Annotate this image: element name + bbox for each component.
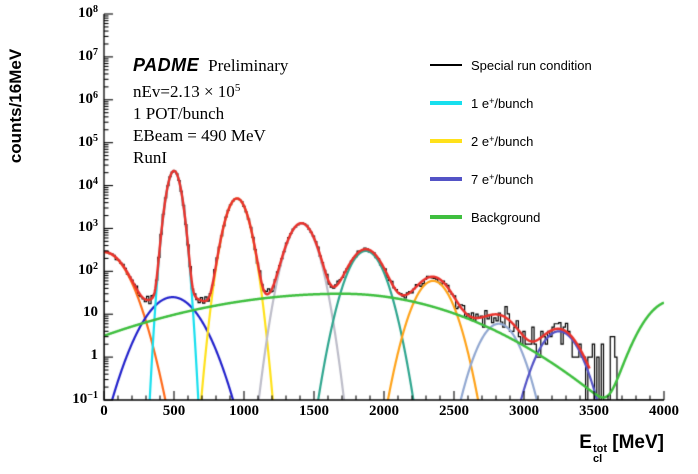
x-tick-label: 2000 (369, 403, 399, 419)
pot-label: 1 POT/bunch (133, 104, 225, 123)
legend-item-2e-bunch: 2 e+/bunch (430, 122, 592, 160)
y-tick-label: 108 (78, 4, 98, 21)
legend-line-yellow (430, 139, 462, 143)
legend-line-violet (430, 177, 462, 181)
x-tick-label: 1000 (229, 403, 259, 419)
nev-label: nEv=2.13 × 105 (133, 82, 241, 101)
legend-item-special-run: Special run condition (430, 46, 592, 84)
y-tick-label: 103 (78, 218, 98, 236)
legend-line-black (430, 64, 462, 66)
experiment-label: PADME Preliminary (133, 54, 288, 77)
legend-line-cyan (430, 101, 462, 105)
y-tick-label: 107 (78, 46, 98, 64)
x-tick-label: 3500 (579, 403, 609, 419)
padme-logo-text: PADME (133, 55, 200, 75)
y-axis-title: counts/16MeV (6, 48, 25, 164)
legend-line-green (430, 215, 462, 219)
x-tick-label: 500 (162, 403, 186, 419)
x-axis-unit: [MeV] (607, 432, 664, 453)
x-tick-label: 2500 (439, 403, 469, 419)
y-tick-label: 106 (78, 89, 98, 107)
y-tick-label: 102 (78, 261, 98, 279)
y-tick-label: 10 (83, 304, 98, 321)
run-label: RunI (133, 148, 167, 167)
legend: Special run condition 1 e+/bunch 2 e+/bu… (430, 46, 592, 236)
y-tick-label: 105 (78, 132, 98, 150)
x-tick-label: 4000 (649, 403, 679, 419)
x-tick-label: 1500 (299, 403, 329, 419)
ebeam-label: EBeam = 490 MeV (133, 126, 266, 145)
legend-item-7e-bunch: 7 e+/bunch (430, 160, 592, 198)
annotation-block: PADME Preliminary nEv=2.13 × 105 1 POT/bu… (133, 54, 288, 169)
preliminary-label: Preliminary (208, 56, 289, 75)
y-tick-label: 1 (90, 347, 99, 364)
y-tick-label: 10−1 (72, 390, 98, 407)
y-tick-label: 104 (78, 175, 98, 193)
x-axis-subsup: tot cl (592, 443, 607, 465)
x-tick-label: 3000 (509, 403, 539, 419)
x-tick-label: 0 (100, 403, 108, 419)
legend-item-background: Background (430, 198, 592, 236)
x-axis-symbol: E (579, 432, 592, 453)
legend-item-1e-bunch: 1 e+/bunch (430, 84, 592, 122)
